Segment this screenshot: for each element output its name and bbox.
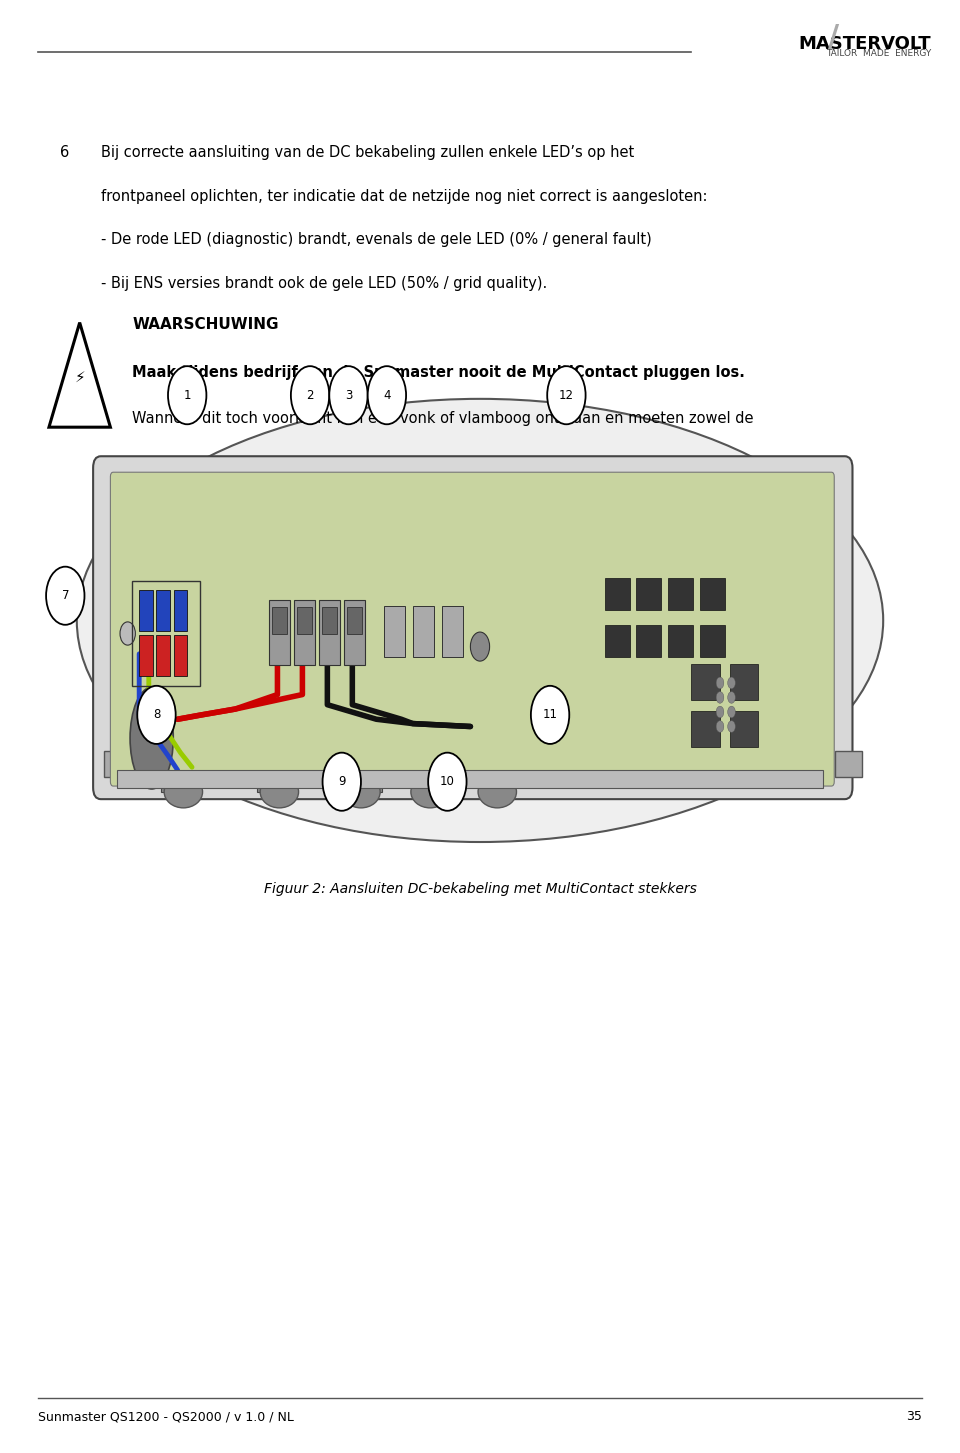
Text: /: / [828, 23, 839, 52]
Circle shape [728, 706, 735, 718]
Text: 7: 7 [61, 590, 69, 602]
Bar [413, 606, 434, 657]
Text: - Bij ENS versies brandt ook de gele LED (50% / grid quality).: - Bij ENS versies brandt ook de gele LED… [101, 276, 547, 291]
Bar [636, 625, 661, 657]
Circle shape [716, 721, 724, 732]
Bar [174, 590, 187, 631]
Text: Maak tijdens bedrijf van de Sunmaster nooit de MultiContact pluggen los.: Maak tijdens bedrijf van de Sunmaster no… [132, 365, 745, 379]
Ellipse shape [411, 776, 449, 808]
Text: TAILOR  MADE  ENERGY: TAILOR MADE ENERGY [826, 49, 931, 58]
Bar [835, 751, 862, 777]
Circle shape [137, 686, 176, 744]
Ellipse shape [342, 776, 380, 808]
Circle shape [291, 366, 329, 424]
Bar [384, 606, 405, 657]
Bar [294, 600, 315, 665]
Bar [730, 711, 758, 747]
Text: 35: 35 [905, 1411, 922, 1422]
Bar [297, 607, 312, 634]
Bar [132, 581, 200, 686]
Text: frontpaneel oplichten, ter indicatie dat de netzijde nog niet correct is aangesl: frontpaneel oplichten, ter indicatie dat… [101, 189, 708, 203]
Circle shape [428, 753, 467, 811]
Ellipse shape [478, 776, 516, 808]
Bar [346, 780, 382, 792]
Bar [272, 607, 287, 634]
Text: 8: 8 [153, 709, 160, 721]
Ellipse shape [77, 400, 883, 843]
FancyBboxPatch shape [110, 472, 834, 786]
Text: Bij correcte aansluiting van de DC bekabeling zullen enkele LED’s op het: Bij correcte aansluiting van de DC bekab… [101, 145, 634, 160]
Text: 3: 3 [345, 389, 352, 401]
Bar [700, 625, 725, 657]
Text: MASTERVOLT: MASTERVOLT [799, 35, 931, 52]
Text: 6: 6 [60, 145, 69, 160]
Bar [700, 578, 725, 610]
Text: 9: 9 [338, 776, 346, 788]
Circle shape [329, 366, 368, 424]
Bar [269, 600, 290, 665]
Circle shape [547, 366, 586, 424]
Text: - De rode LED (diagnostic) brandt, evenals de gele LED (0% / general fault): - De rode LED (diagnostic) brandt, evena… [101, 232, 652, 247]
Circle shape [531, 686, 569, 744]
Circle shape [728, 677, 735, 689]
Bar [413, 780, 449, 792]
Bar [322, 607, 337, 634]
Bar [668, 578, 693, 610]
Bar [139, 590, 153, 631]
Circle shape [728, 721, 735, 732]
Bar [156, 635, 170, 676]
Bar [605, 578, 630, 610]
Circle shape [716, 692, 724, 703]
Circle shape [728, 692, 735, 703]
Ellipse shape [164, 776, 203, 808]
Bar [117, 770, 823, 788]
Bar [730, 664, 758, 700]
Bar [161, 780, 198, 792]
Text: Figuur 2: Aansluiten DC-bekabeling met MultiContact stekkers: Figuur 2: Aansluiten DC-bekabeling met M… [264, 882, 696, 897]
Circle shape [168, 366, 206, 424]
Circle shape [470, 632, 490, 661]
Circle shape [368, 366, 406, 424]
Bar [156, 590, 170, 631]
Circle shape [323, 753, 361, 811]
Bar [174, 635, 187, 676]
FancyBboxPatch shape [93, 456, 852, 799]
Ellipse shape [131, 687, 173, 789]
Text: 1: 1 [183, 389, 191, 401]
Bar [478, 780, 515, 792]
Bar [139, 635, 153, 676]
Circle shape [716, 706, 724, 718]
Bar [691, 711, 720, 747]
Text: 11: 11 [542, 709, 558, 721]
Text: Sunmaster QS1200 - QS2000 / v 1.0 / NL: Sunmaster QS1200 - QS2000 / v 1.0 / NL [38, 1411, 295, 1422]
Text: WAARSCHUWING: WAARSCHUWING [132, 317, 279, 331]
Bar [347, 607, 362, 634]
Text: MultiContact connector als het chassisdeel van de Sunmaster worden vervangen.: MultiContact connector als het chassisde… [132, 458, 733, 472]
Circle shape [46, 567, 84, 625]
Text: 2: 2 [306, 389, 314, 401]
Bar [691, 664, 720, 700]
Bar [636, 578, 661, 610]
Text: ⚡: ⚡ [74, 369, 85, 385]
Text: 4: 4 [383, 389, 391, 401]
Ellipse shape [260, 776, 299, 808]
Text: 12: 12 [559, 389, 574, 401]
Bar [605, 625, 630, 657]
Bar [668, 625, 693, 657]
Circle shape [120, 622, 135, 645]
Bar [319, 600, 340, 665]
Text: 10: 10 [440, 776, 455, 788]
Bar [257, 780, 294, 792]
Bar [104, 751, 131, 777]
Circle shape [716, 677, 724, 689]
Text: Wanneer dit toch voorkomt kan een vonk of vlamboog ontstaan en moeten zowel de: Wanneer dit toch voorkomt kan een vonk o… [132, 411, 754, 426]
Bar [344, 600, 365, 665]
Bar [442, 606, 463, 657]
